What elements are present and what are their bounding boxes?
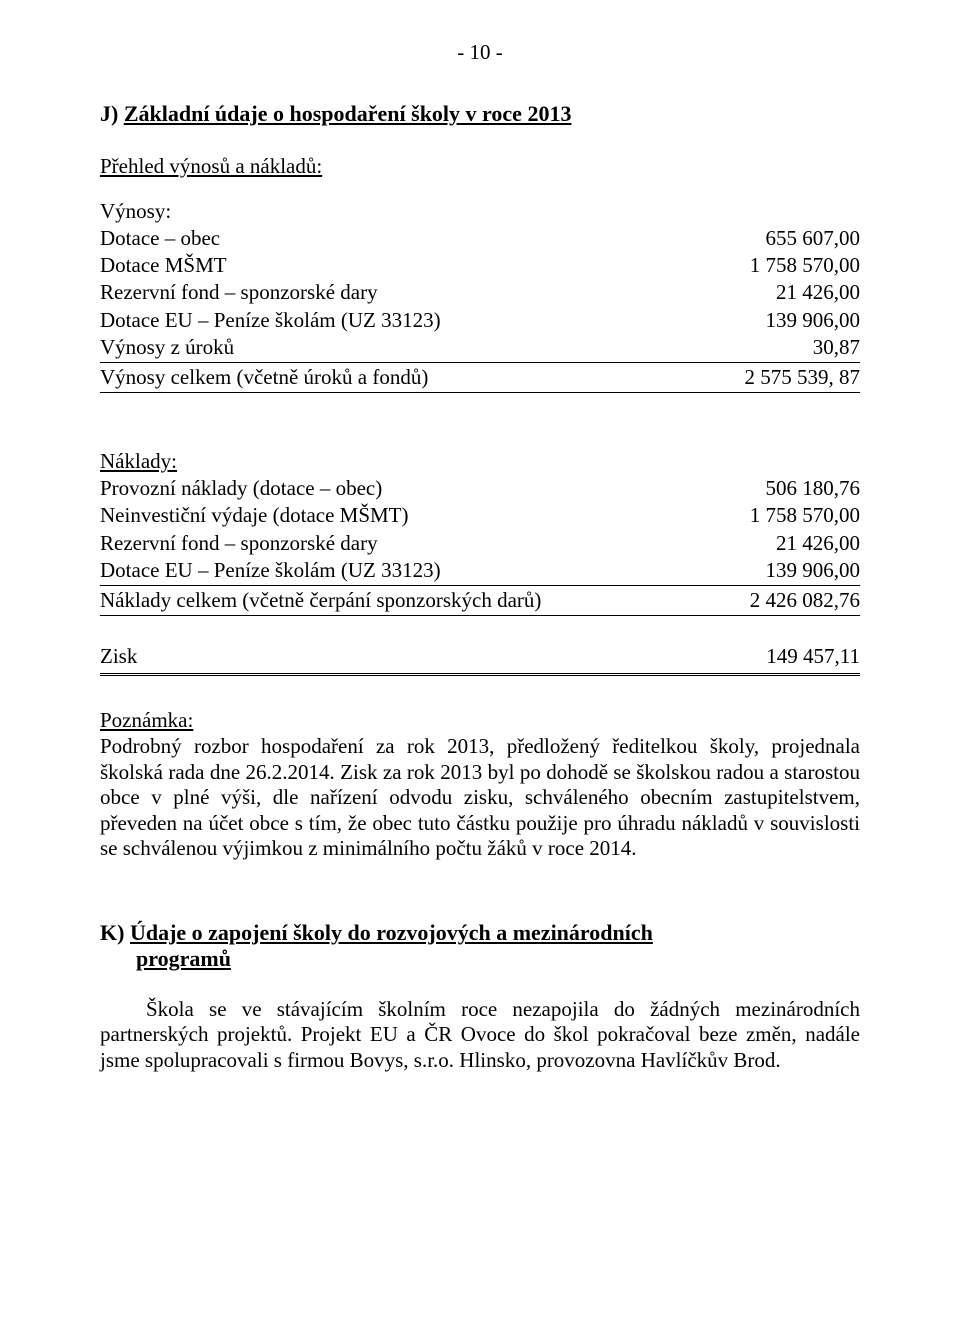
row-value: 21 426,00 [708, 531, 860, 558]
row-value: 1 758 570,00 [708, 503, 860, 530]
profit-table: Zisk 149 457,11 [100, 644, 860, 682]
row-label: Výnosy celkem (včetně úroků a fondů) [100, 365, 668, 392]
section-j-title-text: Základní údaje o hospodaření školy v roc… [124, 101, 572, 126]
row-label: Dotace EU – Peníze školám (UZ 33123) [100, 558, 708, 585]
row-value: 2 575 539, 87 [668, 365, 860, 392]
divider [100, 615, 860, 616]
table-row: Neinvestiční výdaje (dotace MŠMT) 1 758 … [100, 503, 860, 530]
row-value: 1 758 570,00 [668, 253, 860, 280]
divider [100, 392, 860, 393]
row-label: Rezervní fond – sponzorské dary [100, 280, 668, 307]
row-value: 30,87 [668, 335, 860, 362]
row-label: Dotace EU – Peníze školám (UZ 33123) [100, 308, 668, 335]
section-j-title: J) Základní údaje o hospodaření školy v … [100, 101, 860, 127]
row-value: 149 457,11 [317, 644, 860, 671]
section-k-title: K) Údaje o zapojení školy do rozvojových… [100, 920, 860, 973]
note-label: Poznámka: [100, 708, 193, 732]
row-value: 139 906,00 [668, 308, 860, 335]
note-body: Podrobný rozbor hospodaření za rok 2013,… [100, 734, 860, 860]
note-block: Poznámka: Podrobný rozbor hospodaření za… [100, 708, 860, 862]
revenues-table: Výnosy: Dotace – obec 655 607,00 Dotace … [100, 199, 860, 395]
row-label: Rezervní fond – sponzorské dary [100, 531, 708, 558]
table-row: Rezervní fond – sponzorské dary 21 426,0… [100, 531, 860, 558]
section-j-prefix: J) [100, 101, 124, 126]
table-row: Provozní náklady (dotace – obec) 506 180… [100, 476, 860, 503]
row-value: 2 426 082,76 [708, 588, 860, 615]
section-k-title-line2: programů [136, 946, 231, 971]
divider-double [100, 673, 860, 680]
costs-total-row: Náklady celkem (včetně čerpání sponzorsk… [100, 588, 860, 615]
profit-row: Zisk 149 457,11 [100, 644, 860, 671]
row-label: Neinvestiční výdaje (dotace MŠMT) [100, 503, 708, 530]
row-label: Dotace – obec [100, 226, 668, 253]
divider [100, 362, 860, 363]
row-label: Dotace MŠMT [100, 253, 668, 280]
row-label: Provozní náklady (dotace – obec) [100, 476, 708, 503]
revenues-total-row: Výnosy celkem (včetně úroků a fondů) 2 5… [100, 365, 860, 392]
costs-label-row: Náklady: [100, 449, 860, 476]
row-value: 506 180,76 [708, 476, 860, 503]
costs-table: Náklady: Provozní náklady (dotace – obec… [100, 449, 860, 618]
section-k-prefix: K) [100, 920, 130, 945]
section-k-title-line1: Údaje o zapojení školy do rozvojových a … [130, 920, 653, 945]
row-label: Náklady celkem (včetně čerpání sponzorsk… [100, 588, 708, 615]
row-label: Výnosy z úroků [100, 335, 668, 362]
divider [100, 585, 860, 586]
table-row: Dotace – obec 655 607,00 [100, 226, 860, 253]
row-label: Zisk [100, 644, 317, 671]
section-k-body-text: Škola se ve stávajícím školním roce neza… [100, 997, 860, 1072]
table-row: Dotace EU – Peníze školám (UZ 33123) 139… [100, 308, 860, 335]
page-number: - 10 - [100, 40, 860, 65]
revenues-label-row: Výnosy: [100, 199, 860, 226]
table-row: Výnosy z úroků 30,87 [100, 335, 860, 362]
section-k-body: Škola se ve stávajícím školním roce neza… [100, 997, 860, 1074]
row-value: 655 607,00 [668, 226, 860, 253]
revenues-label: Výnosy: [100, 199, 860, 226]
table-row: Dotace EU – Peníze školám (UZ 33123) 139… [100, 558, 860, 585]
table-row: Rezervní fond – sponzorské dary 21 426,0… [100, 280, 860, 307]
overview-subhead: Přehled výnosů a nákladů: [100, 154, 860, 179]
costs-label: Náklady: [100, 449, 860, 476]
row-value: 21 426,00 [668, 280, 860, 307]
row-value: 139 906,00 [708, 558, 860, 585]
table-row: Dotace MŠMT 1 758 570,00 [100, 253, 860, 280]
